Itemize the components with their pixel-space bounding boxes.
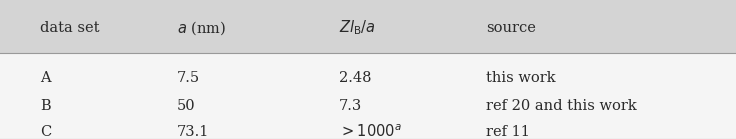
Text: 7.5: 7.5 <box>177 71 199 85</box>
Text: $Zl_{\rm B}/a$: $Zl_{\rm B}/a$ <box>339 18 375 37</box>
Text: this work: this work <box>486 71 556 85</box>
Text: 50: 50 <box>177 99 195 113</box>
Text: 7.3: 7.3 <box>339 99 362 113</box>
Text: ref 11: ref 11 <box>486 125 530 139</box>
Text: 2.48: 2.48 <box>339 71 371 85</box>
Text: source: source <box>486 21 536 35</box>
Text: C: C <box>40 125 52 139</box>
FancyBboxPatch shape <box>0 0 736 53</box>
Text: $a$ (nm): $a$ (nm) <box>177 19 226 37</box>
Text: $>1000^{a}$: $>1000^{a}$ <box>339 124 402 139</box>
Text: A: A <box>40 71 51 85</box>
Text: 73.1: 73.1 <box>177 125 209 139</box>
Text: ref 20 and this work: ref 20 and this work <box>486 99 637 113</box>
Text: data set: data set <box>40 21 100 35</box>
Text: B: B <box>40 99 51 113</box>
